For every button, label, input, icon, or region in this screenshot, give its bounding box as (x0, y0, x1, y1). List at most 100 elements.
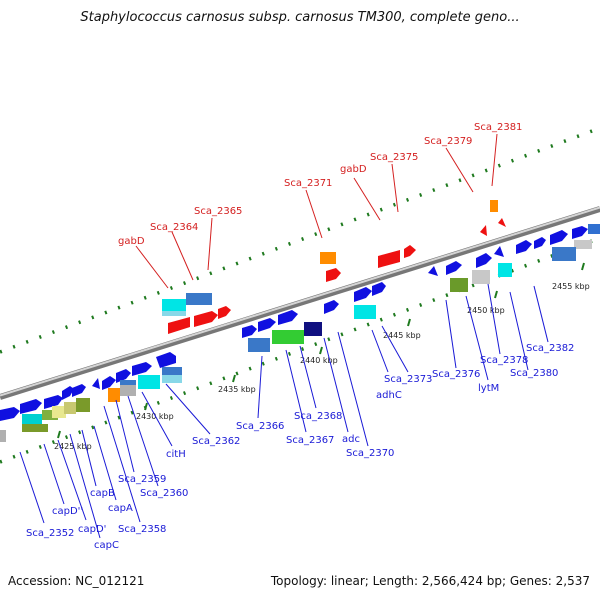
gene-block[interactable] (42, 410, 58, 420)
gene-label: Sca_2358 (118, 524, 166, 535)
ruler-label: 2455 kbp (552, 282, 590, 291)
ruler-label: 2435 kbp (218, 385, 256, 394)
accession-text: Accession: NC_012121 (8, 574, 145, 588)
gene-label: citH (166, 449, 186, 460)
forward-gene-arrow[interactable] (242, 325, 257, 338)
gene-block[interactable] (490, 200, 498, 212)
red-leader-lines (135, 133, 498, 289)
gene-block[interactable] (354, 305, 376, 319)
reverse-gene-arrow[interactable] (168, 317, 190, 334)
reverse-gene-arrow[interactable] (326, 268, 341, 282)
forward-gene-arrow[interactable] (324, 300, 339, 314)
upper-tick-track (0, 126, 600, 354)
gene-label: capD' (78, 524, 106, 535)
reverse-gene-arrow[interactable] (480, 225, 487, 236)
forward-gene-arrow[interactable] (428, 266, 438, 276)
forward-gene-arrow[interactable] (550, 230, 568, 245)
gene-block[interactable] (138, 375, 160, 389)
gene-label: gabD (118, 236, 145, 247)
gene-block[interactable] (498, 263, 512, 277)
gene-label: Sca_2365 (194, 206, 242, 217)
gene-block[interactable] (450, 278, 468, 292)
gene-block[interactable] (162, 299, 186, 311)
gene-block[interactable] (472, 270, 490, 284)
forward-gene-arrow[interactable] (494, 246, 504, 257)
ruler-label: 2425 kbp (54, 442, 92, 451)
blue-leader-lines (19, 283, 549, 539)
forward-gene-arrow[interactable] (278, 310, 298, 325)
gene-label: capD'' (52, 506, 83, 517)
gene-label: Sca_2362 (192, 436, 240, 447)
gene-label: Sca_2367 (286, 435, 334, 446)
gene-label: Sca_2366 (236, 421, 284, 432)
gene-label: lytM (478, 383, 499, 394)
ruler-label: 2430 kbp (136, 412, 174, 421)
gene-block[interactable] (574, 240, 592, 249)
reverse-gene-arrow[interactable] (378, 250, 400, 268)
gene-block[interactable] (248, 338, 270, 352)
forward-gene-arrow[interactable] (534, 237, 546, 249)
gene-block[interactable] (552, 247, 576, 261)
forward-gene-arrow[interactable] (476, 253, 492, 268)
gene-label: Sca_2371 (284, 178, 332, 189)
gene-label: Sca_2381 (474, 122, 522, 133)
forward-gene-arrow[interactable] (156, 352, 176, 368)
page-title: Staphylococcus carnosus subsp. carnosus … (80, 10, 520, 25)
gene-label: Sca_2375 (370, 152, 418, 163)
gene-block[interactable] (272, 330, 304, 344)
forward-gene-arrow[interactable] (44, 395, 63, 409)
forward-gene-arrow[interactable] (354, 287, 372, 302)
gene-block[interactable] (108, 388, 120, 402)
gene-label: Sca_2380 (510, 368, 558, 379)
gene-block[interactable] (22, 424, 48, 432)
forward-gene-arrow[interactable] (20, 399, 42, 414)
gene-block[interactable] (22, 414, 42, 424)
forward-gene-arrow[interactable] (572, 226, 588, 239)
forward-gene-arrow[interactable] (102, 376, 116, 390)
gene-block[interactable] (76, 398, 90, 412)
topology-stats-text: Topology: linear; Length: 2,566,424 bp; … (270, 574, 590, 588)
genome-backbone (0, 206, 600, 400)
gene-label: Sca_2376 (432, 369, 480, 380)
forward-gene-arrow[interactable] (72, 384, 86, 397)
forward-gene-track (0, 224, 600, 421)
forward-gene-arrow[interactable] (62, 386, 74, 400)
forward-gene-arrow[interactable] (92, 378, 100, 389)
gene-label: Sca_2368 (294, 411, 342, 422)
gene-block[interactable] (52, 406, 66, 418)
gene-label: capA (108, 503, 133, 514)
gene-block[interactable] (120, 384, 136, 396)
reverse-gene-arrow[interactable] (218, 306, 231, 319)
gene-block[interactable] (162, 311, 186, 316)
gene-block[interactable] (304, 322, 322, 336)
gene-block[interactable] (186, 293, 212, 305)
gene-label: Sca_2379 (424, 136, 472, 147)
reverse-gene-arrow[interactable] (498, 218, 506, 227)
forward-gene-arrow[interactable] (0, 407, 20, 421)
gene-label: Sca_2378 (480, 355, 528, 366)
gene-block[interactable] (64, 402, 76, 414)
gene-block[interactable] (588, 224, 600, 234)
forward-gene-arrow[interactable] (446, 261, 462, 275)
reverse-gene-track (168, 218, 506, 334)
gene-label: capB (90, 488, 115, 499)
forward-gene-arrow[interactable] (132, 362, 152, 376)
gene-label: capC (94, 540, 119, 551)
gene-block[interactable] (162, 375, 182, 383)
forward-gene-arrow[interactable] (258, 318, 276, 332)
gene-label: gabD (340, 164, 367, 175)
gene-block[interactable] (0, 430, 6, 442)
ruler-label: 2445 kbp (383, 331, 421, 340)
forward-gene-arrow[interactable] (116, 369, 131, 383)
forward-gene-arrow[interactable] (516, 240, 532, 254)
reverse-gene-arrow[interactable] (404, 245, 416, 258)
gene-block[interactable] (120, 380, 136, 385)
forward-gene-arrow[interactable] (372, 282, 386, 296)
gene-label: adc (342, 434, 360, 445)
reverse-gene-arrow[interactable] (194, 311, 218, 327)
gene-block[interactable] (320, 252, 336, 264)
gene-block[interactable] (162, 367, 182, 375)
feature-blocks (0, 200, 576, 442)
gene-label: Sca_2359 (118, 474, 166, 485)
